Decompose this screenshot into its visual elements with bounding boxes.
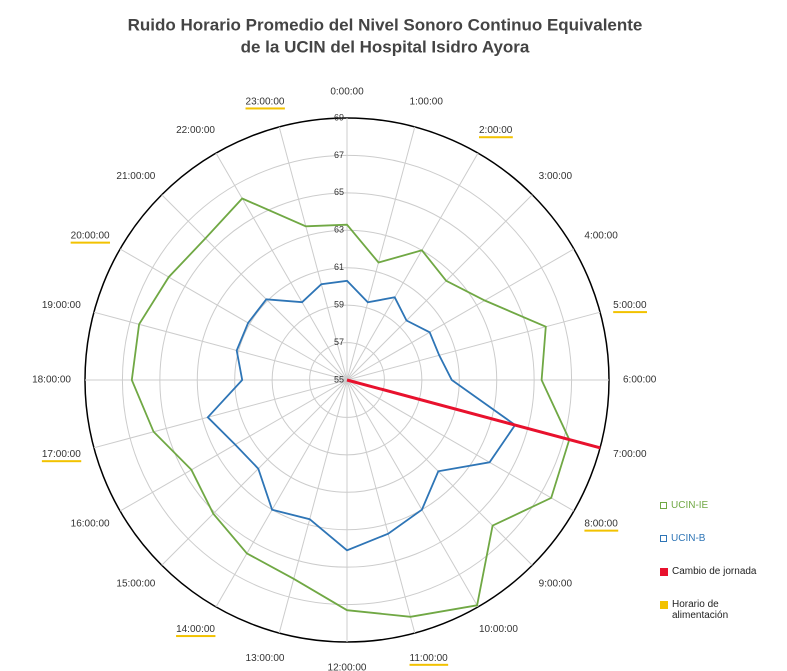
legend-swatch [660,568,668,576]
legend-label: Horario de alimentación [672,599,729,621]
legend-item: UCIN-B [660,533,780,544]
category-label: 22:00:00 [176,125,215,136]
series-line [130,197,571,618]
category-label: 3:00:00 [539,171,573,182]
legend: UCIN-IE UCIN-B Cambio de jornada Horario de… [660,500,780,643]
spoke [161,194,348,381]
legend-label: Cambio de jornada [672,566,757,577]
legend-swatch [660,535,667,542]
spoke [346,194,533,381]
highlight-underline [245,107,285,110]
y-tick-label: 65 [334,187,344,197]
spoke [119,379,348,512]
category-label: 7:00:00 [613,449,647,460]
category-label: 4:00:00 [584,231,618,242]
y-tick-label: 61 [334,262,344,272]
category-label: 21:00:00 [116,171,155,182]
y-tick-label: 55 [334,374,344,384]
legend-item: Cambio de jornada [660,566,780,577]
spoke [346,379,575,512]
category-label: 17:00:00 [42,449,81,460]
highlight-underline [409,663,449,666]
spoke [346,311,601,381]
series-line [206,279,517,552]
category-label: 1:00:00 [410,96,444,107]
spoke [346,126,416,381]
category-label: 12:00:00 [328,663,367,671]
chart-title: Ruido Horario Promedio del Nivel Sonoro … [128,15,643,34]
category-label: 15:00:00 [116,578,155,589]
highlight-underline [584,529,619,532]
spoke [346,152,479,381]
spoke [346,379,479,608]
category-label: 16:00:00 [71,519,110,530]
spoke [93,379,348,449]
spoke [161,379,348,566]
category-label: 13:00:00 [246,653,285,664]
legend-label: UCIN-IE [671,500,709,511]
spoke [346,379,533,566]
highlight-underline [479,136,513,139]
category-label: 18:00:00 [32,375,71,386]
y-tick-label: 59 [334,300,344,310]
highlight-underline [70,241,111,244]
spoke [278,126,348,381]
spoke [119,248,348,381]
category-label: 11:00:00 [410,653,449,664]
category-label: 2:00:00 [479,125,513,136]
spoke [93,311,348,381]
category-label: 19:00:00 [42,300,81,311]
legend-item: Horario de alimentación [660,599,780,621]
legend-label: UCIN-B [671,533,706,544]
shift-change-line [346,378,601,450]
y-tick-label: 57 [334,337,344,347]
spoke [346,379,416,634]
y-tick-label: 69 [334,112,344,122]
y-tick-label: 67 [334,150,344,160]
highlight-underline [176,635,216,638]
y-tick-label: 63 [334,225,344,235]
category-label: 8:00:00 [584,519,618,530]
category-label: 14:00:00 [176,624,215,635]
legend-swatch [660,601,668,609]
spoke [215,152,348,381]
spoke [215,379,348,608]
category-label: 20:00:00 [71,231,110,242]
chart-title: de la UCIN del Hospital Isidro Ayora [241,37,530,56]
legend-swatch [660,502,667,509]
spoke [346,248,575,381]
category-label: 23:00:00 [246,96,285,107]
highlight-underline [613,311,647,314]
category-label: 10:00:00 [479,624,518,635]
category-label: 6:00:00 [623,375,657,386]
spoke [278,379,348,634]
category-label: 0:00:00 [330,87,364,98]
category-label: 5:00:00 [613,300,647,311]
legend-item: UCIN-IE [660,500,780,511]
category-label: 9:00:00 [539,578,573,589]
highlight-underline [41,460,82,463]
